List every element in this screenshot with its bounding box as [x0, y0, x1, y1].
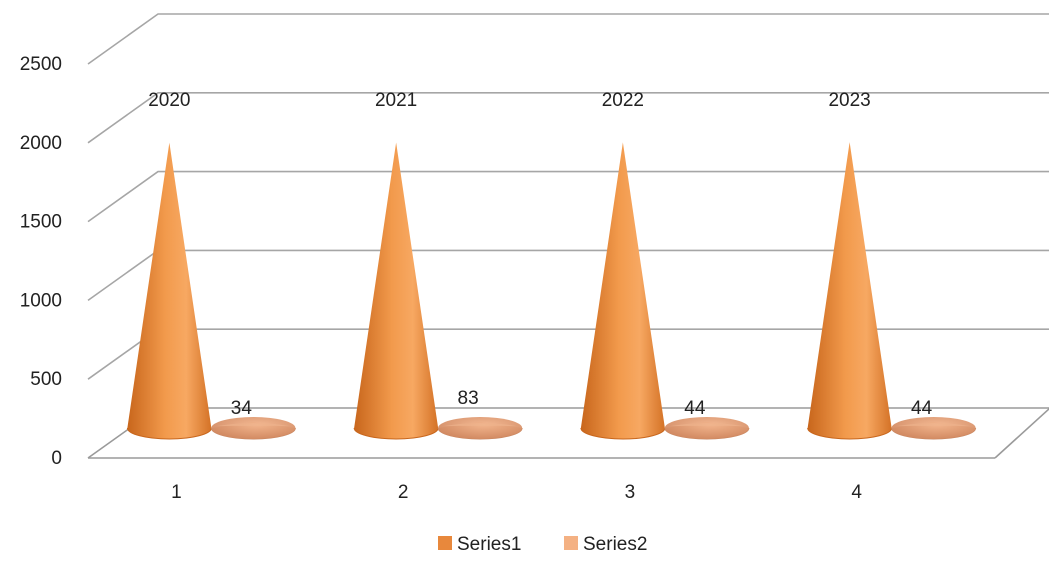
data-label-series1: 2023	[828, 90, 870, 111]
y-tick-label: 1500	[20, 212, 62, 233]
x-tick-label: 4	[851, 482, 862, 503]
cone-series1-cat-3	[580, 142, 666, 440]
x-tick-label: 1	[171, 482, 182, 503]
floor-edge	[88, 407, 1049, 459]
gridline	[87, 328, 1049, 380]
cone-series1-cat-2	[353, 142, 439, 440]
y-tick-label: 0	[51, 448, 62, 469]
cone-series2-cat-4	[891, 417, 977, 440]
x-axis-ticks: 1 2 3 4	[171, 482, 862, 503]
x-tick-label: 3	[625, 482, 636, 503]
legend-item-series1: Series1	[438, 534, 521, 555]
y-tick-label: 2500	[20, 54, 62, 75]
legend-swatch	[438, 536, 452, 550]
cone-series2-cat-2	[437, 417, 523, 440]
data-label-series2: 44	[684, 398, 706, 419]
data-label-series2: 34	[231, 398, 253, 419]
cone-series1-cat-1	[126, 142, 212, 440]
gridline	[87, 249, 1049, 302]
legend-label: Series1	[457, 534, 521, 555]
legend-item-series2: Series2	[564, 534, 647, 555]
data-label-series2: 44	[911, 398, 933, 419]
data-label-series1: 2021	[375, 90, 417, 111]
data-labels: 2020 34 2021 83 2022 44 2023 44	[148, 90, 932, 419]
legend-label: Series2	[583, 534, 647, 555]
legend: Series1 Series2	[438, 534, 647, 555]
data-label-series2: 83	[458, 388, 479, 409]
x-tick-label: 2	[398, 482, 409, 503]
gridlines	[87, 13, 1049, 459]
y-axis-ticks: 0 500 1000 1500 2000 2500	[20, 54, 62, 469]
gridline	[87, 92, 1049, 144]
y-tick-label: 500	[30, 369, 62, 390]
cone-marks	[126, 142, 977, 440]
cone-series2-cat-3	[664, 417, 750, 440]
gridline	[87, 13, 1049, 65]
cone-series1-cat-4	[807, 142, 893, 440]
data-label-series1: 2022	[602, 90, 644, 111]
y-tick-label: 2000	[20, 133, 62, 154]
y-tick-label: 1000	[20, 290, 62, 311]
cone-series2-cat-1	[210, 417, 296, 440]
legend-swatch	[564, 536, 578, 550]
data-label-series1: 2020	[148, 90, 190, 111]
gridline	[87, 170, 1049, 223]
